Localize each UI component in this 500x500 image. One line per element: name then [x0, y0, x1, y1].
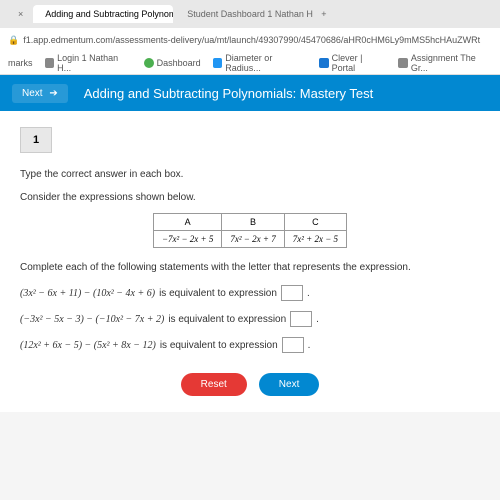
math-expression: (−3x² − 5x − 3) − (−10x² − 7x + 2) [20, 314, 164, 325]
statement-tail: is equivalent to expression [160, 340, 278, 351]
table-row: −7x² − 2x + 5 7x² − 2x + 7 7x² + 2x − 5 [153, 231, 346, 248]
table-cell: 7x² − 2x + 7 [222, 231, 284, 248]
lock-icon: 🔒 [8, 35, 19, 46]
bookmarks-bar: marks Login 1 Nathan H... Dashboard Diam… [0, 52, 500, 74]
statement-tail: is equivalent to expression [168, 314, 286, 325]
bookmark-icon [45, 58, 55, 68]
bookmark-item[interactable]: Login 1 Nathan H... [45, 53, 132, 73]
browser-tab[interactable]: Student Dashboard 1 Nathan H × [175, 5, 315, 23]
sub-instruction-text: Consider the expressions shown below. [20, 192, 480, 203]
table-cell: −7x² − 2x + 5 [153, 231, 221, 248]
url-text: f1.app.edmentum.com/assessments-delivery… [23, 35, 480, 45]
bookmark-icon [398, 58, 408, 68]
bookmark-item[interactable]: Dashboard [144, 58, 201, 68]
bookmark-item[interactable]: Assignment The Gr... [398, 53, 492, 73]
math-expression: (12x² + 6x − 5) − (5x² + 8x − 12) [20, 340, 156, 351]
answer-input[interactable] [281, 285, 303, 301]
bookmark-item[interactable]: marks [8, 58, 33, 68]
browser-tab[interactable]: × [4, 5, 31, 23]
statement-row: (−3x² − 5x − 3) − (−10x² − 7x + 2) is eq… [20, 311, 480, 327]
browser-tab-active[interactable]: Adding and Subtracting Polynom × [33, 5, 173, 23]
table-header: C [284, 214, 346, 231]
add-tab-icon[interactable]: + [317, 5, 330, 23]
tab-label: Adding and Subtracting Polynom [45, 9, 173, 19]
next-label: Next [22, 88, 43, 99]
math-expression: (3x² − 6x + 11) − (10x² − 4x + 6) [20, 288, 155, 299]
arrow-right-icon: ➔ [49, 88, 57, 99]
question-content: 1 Type the correct answer in each box. C… [0, 111, 500, 412]
statement-tail: is equivalent to expression [159, 288, 277, 299]
next-button[interactable]: Next [259, 373, 320, 396]
expression-table: A B C −7x² − 2x + 5 7x² − 2x + 7 7x² + 2… [153, 213, 347, 248]
answer-input[interactable] [290, 311, 312, 327]
button-row: Reset Next [20, 373, 480, 396]
table-header-row: A B C [153, 214, 346, 231]
tab-bar: × Adding and Subtracting Polynom × Stude… [0, 0, 500, 28]
bookmark-item[interactable]: Diameter or Radius... [213, 53, 307, 73]
statement-row: (12x² + 6x − 5) − (5x² + 8x − 12) is equ… [20, 337, 480, 353]
table-cell: 7x² + 2x − 5 [284, 231, 346, 248]
table-header: A [153, 214, 221, 231]
reset-button[interactable]: Reset [181, 373, 247, 396]
header-next-button[interactable]: Next ➔ [12, 84, 68, 103]
url-bar[interactable]: 🔒 f1.app.edmentum.com/assessments-delive… [0, 28, 500, 52]
bookmark-icon [319, 58, 329, 68]
statement-row: (3x² − 6x + 11) − (10x² − 4x + 6) is equ… [20, 285, 480, 301]
answer-input[interactable] [282, 337, 304, 353]
close-icon[interactable]: × [18, 9, 23, 19]
app-header: Next ➔ Adding and Subtracting Polynomial… [0, 75, 500, 111]
question-number: 1 [20, 127, 52, 153]
table-header: B [222, 214, 284, 231]
bookmark-icon [144, 58, 154, 68]
page-title: Adding and Subtracting Polynomials: Mast… [84, 86, 374, 101]
bookmark-item[interactable]: Clever | Portal [319, 53, 386, 73]
instruction-text: Type the correct answer in each box. [20, 169, 480, 180]
tab-label: Student Dashboard 1 Nathan H [187, 9, 313, 19]
browser-chrome: × Adding and Subtracting Polynom × Stude… [0, 0, 500, 75]
complete-instruction: Complete each of the following statement… [20, 262, 480, 273]
bookmark-icon [213, 58, 223, 68]
